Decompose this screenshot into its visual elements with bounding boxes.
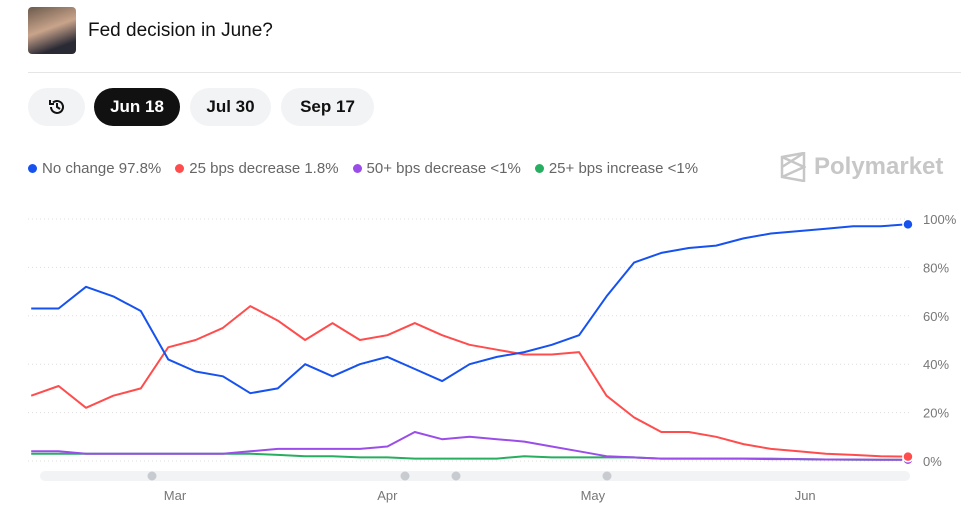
tab-sep-17[interactable]: Sep 17 bbox=[281, 88, 374, 126]
y-tick-label: 40% bbox=[923, 357, 949, 372]
y-tick-label: 0% bbox=[923, 454, 942, 469]
history-icon bbox=[48, 99, 64, 114]
legend-label: No change 97.8% bbox=[42, 160, 162, 177]
y-tick-label: 100% bbox=[923, 212, 957, 227]
brand-name: Polymarket bbox=[814, 153, 944, 180]
legend-label: 25 bps decrease 1.8% bbox=[189, 160, 339, 177]
tab-jun-18[interactable]: Jun 18 bbox=[94, 88, 180, 126]
x-tick-label: Mar bbox=[164, 488, 187, 503]
timeline-scrubber bbox=[40, 471, 910, 481]
series-end-point bbox=[902, 450, 914, 463]
market-avatar bbox=[28, 7, 76, 54]
y-tick-label: 80% bbox=[923, 260, 949, 275]
x-tick-label: Apr bbox=[377, 488, 398, 503]
series-end-point bbox=[902, 218, 914, 231]
page-title: Fed decision in June? bbox=[88, 20, 273, 41]
polymarket-icon bbox=[780, 152, 806, 182]
legend-item: No change 97.8% bbox=[28, 160, 161, 177]
legend-label: 50+ bps decrease <1% bbox=[366, 160, 521, 177]
history-button[interactable] bbox=[28, 88, 85, 126]
legend-item: 50+ bps decrease <1% bbox=[352, 160, 521, 177]
chart-legend: No change 97.8% 25 bps decrease 1.8% 50+… bbox=[28, 160, 698, 177]
y-tick-label: 20% bbox=[923, 406, 949, 421]
divider bbox=[28, 72, 961, 73]
scrubber-handle bbox=[147, 471, 157, 481]
legend-item: 25 bps decrease 1.8% bbox=[175, 160, 339, 177]
legend-label: 25+ bps increase <1% bbox=[548, 160, 699, 177]
polymarket-logo: Polymarket bbox=[780, 152, 943, 182]
tab-jul-30[interactable]: Jul 30 bbox=[190, 88, 271, 126]
series-line-no-change bbox=[31, 223, 908, 395]
scrubber-handle bbox=[602, 471, 612, 481]
scrubber-handle bbox=[451, 471, 461, 481]
scrubber-handle bbox=[400, 471, 410, 481]
legend-item: 25+ bps increase <1% bbox=[534, 160, 699, 177]
series-line-25-bps-decrease bbox=[30, 305, 908, 458]
series-line-50-bps-decrease bbox=[31, 431, 908, 461]
x-tick-label: Jun bbox=[795, 488, 816, 503]
y-tick-label: 60% bbox=[923, 309, 949, 324]
x-tick-label: May bbox=[581, 488, 606, 503]
